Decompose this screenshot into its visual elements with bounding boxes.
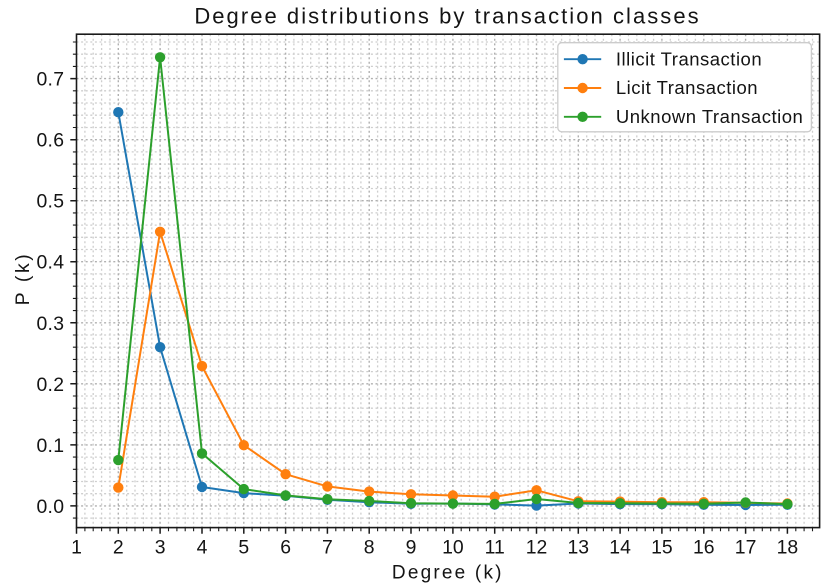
svg-text:Licit Transaction: Licit Transaction xyxy=(616,77,758,98)
svg-text:17: 17 xyxy=(735,536,757,558)
svg-text:1: 1 xyxy=(71,536,82,558)
svg-text:P (k): P (k) xyxy=(12,252,34,306)
svg-text:18: 18 xyxy=(777,536,799,558)
svg-text:6: 6 xyxy=(280,536,291,558)
svg-text:2: 2 xyxy=(113,536,124,558)
svg-text:7: 7 xyxy=(322,536,333,558)
svg-text:9: 9 xyxy=(406,536,417,558)
svg-text:11: 11 xyxy=(485,536,505,558)
svg-text:14: 14 xyxy=(609,536,631,558)
svg-text:0.3: 0.3 xyxy=(36,313,64,335)
svg-text:4: 4 xyxy=(197,536,208,558)
svg-text:3: 3 xyxy=(155,536,166,558)
svg-text:12: 12 xyxy=(526,536,548,558)
svg-text:5: 5 xyxy=(238,536,249,558)
svg-text:15: 15 xyxy=(651,536,673,558)
svg-text:0.6: 0.6 xyxy=(36,130,64,152)
svg-text:0.2: 0.2 xyxy=(36,374,64,396)
svg-text:8: 8 xyxy=(364,536,375,558)
svg-text:16: 16 xyxy=(693,536,715,558)
svg-text:Degree (k): Degree (k) xyxy=(392,562,504,583)
svg-text:0.0: 0.0 xyxy=(36,496,64,518)
svg-text:Degree distributions by transa: Degree distributions by transaction clas… xyxy=(194,3,700,28)
svg-text:10: 10 xyxy=(442,536,464,558)
svg-text:0.7: 0.7 xyxy=(36,69,64,91)
svg-text:0.4: 0.4 xyxy=(36,252,64,274)
svg-text:0.1: 0.1 xyxy=(36,435,64,457)
svg-text:13: 13 xyxy=(568,536,590,558)
svg-text:Illicit Transaction: Illicit Transaction xyxy=(616,48,762,69)
svg-text:0.5: 0.5 xyxy=(36,191,64,213)
svg-text:Unknown Transaction: Unknown Transaction xyxy=(616,106,803,127)
